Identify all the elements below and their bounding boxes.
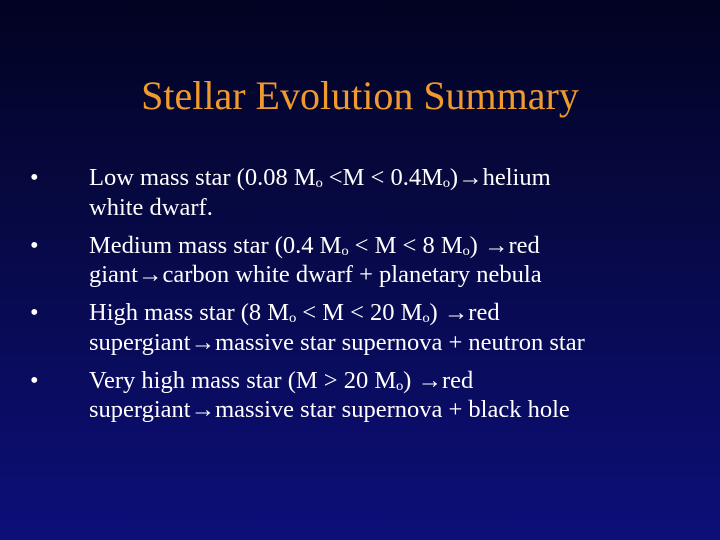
bullet-text-line: High mass star (8 Mₒ < M < 20 Mₒ) →red <box>89 299 500 326</box>
bullet-text-line: giant→carbon white dwarf + planetary neb… <box>89 261 542 288</box>
bullet-item-high-mass: • High mass star (8 Mₒ < M < 20 Mₒ) →red… <box>30 298 695 357</box>
bullet-icon: • <box>30 299 39 326</box>
bullet-text-line: Low mass star (0.08 Mₒ <M < 0.4Mₒ)→heliu… <box>89 164 551 191</box>
bullet-text-line: supergiant→massive star supernova + blac… <box>89 396 570 423</box>
bullet-icon: • <box>30 366 39 394</box>
bullet-icon: • <box>30 164 39 191</box>
bullet-text-line: supergiant→massive star supernova + neut… <box>89 328 585 356</box>
bullet-text-line: Very high mass star (M > 20 Mₒ) →red <box>89 366 474 394</box>
slide-title: Stellar Evolution Summary <box>141 73 579 118</box>
bullet-text-line: white dwarf. <box>89 193 213 221</box>
bullet-list: • Low mass star (0.08 Mₒ <M < 0.4Mₒ)→hel… <box>30 163 695 433</box>
bullet-item-very-high-mass: • Very high mass star (M > 20 Mₒ) →red s… <box>30 366 695 425</box>
bullet-item-medium-mass: • Medium mass star (0.4 Mₒ < M < 8 Mₒ) →… <box>30 231 695 290</box>
bullet-item-low-mass: • Low mass star (0.08 Mₒ <M < 0.4Mₒ)→hel… <box>30 163 695 222</box>
bullet-text-line: Medium mass star (0.4 Mₒ < M < 8 Mₒ) →re… <box>89 231 540 259</box>
bullet-icon: • <box>30 231 39 259</box>
